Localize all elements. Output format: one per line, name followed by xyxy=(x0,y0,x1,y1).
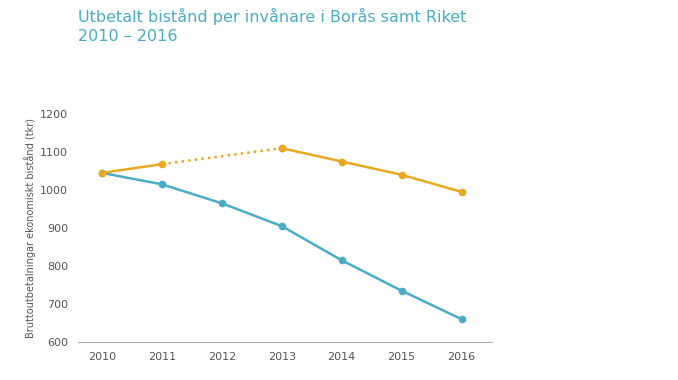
Wedge shape xyxy=(600,109,658,200)
FancyBboxPatch shape xyxy=(624,66,634,95)
Text: Utbetalt bistånd per invånare i Borås samt Riket
2010 – 2016: Utbetalt bistånd per invånare i Borås sa… xyxy=(78,8,466,44)
Circle shape xyxy=(645,23,662,87)
Circle shape xyxy=(620,23,637,87)
Y-axis label: Bruttoutbetalningar ekonomiskt bistånd (tkr): Bruttoutbetalningar ekonomiskt bistånd (… xyxy=(24,118,36,338)
FancyBboxPatch shape xyxy=(648,66,658,95)
Text: BORÅS
STAD: BORÅS STAD xyxy=(605,138,653,166)
Circle shape xyxy=(596,23,613,87)
FancyBboxPatch shape xyxy=(599,66,609,95)
